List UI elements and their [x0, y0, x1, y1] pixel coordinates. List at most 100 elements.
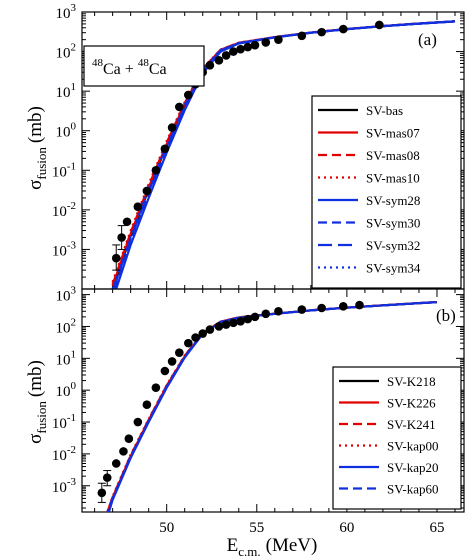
- panel-b-frame: [81, 288, 465, 513]
- y-tick-base: 10: [56, 289, 71, 305]
- y-tick-exponent: 2: [71, 42, 77, 54]
- experiment-point: [205, 325, 215, 334]
- y-tick-exponent: -2: [67, 444, 76, 456]
- panel-b-y-axis-subscript: fusion: [34, 401, 49, 434]
- y-tick-label: 103: [56, 2, 77, 22]
- experiment-point: [250, 312, 260, 322]
- y-tick-exponent: 0: [71, 380, 77, 392]
- y-tick-exponent: -1: [67, 160, 76, 172]
- legend-label-sv-kap00: SV-kap00: [387, 439, 439, 454]
- experiment-point: [243, 314, 253, 324]
- experiment-point: [205, 60, 215, 70]
- x-tick-label: 60: [339, 520, 354, 536]
- legend-label-sv-kap20: SV-kap20: [387, 460, 439, 475]
- x-axis-subscript: c.m.: [238, 544, 260, 559]
- experiment-point: [160, 144, 170, 154]
- y-tick-base: 10: [52, 448, 67, 464]
- x-axis-symbol: E: [227, 535, 239, 556]
- experiment-point: [175, 348, 184, 358]
- reaction-label: 48Ca + 48Ca: [92, 57, 167, 78]
- experiment-point: [261, 309, 271, 319]
- panel-a-y-axis-symbol: σ: [25, 180, 46, 190]
- experiment-point: [151, 165, 161, 175]
- y-tick-base: 10: [52, 243, 67, 259]
- experiment-point: [122, 217, 132, 227]
- legend-label-sv-k241: SV-K241: [387, 417, 436, 432]
- y-tick-base: 10: [56, 384, 71, 400]
- experiment-point: [274, 306, 283, 316]
- experiment-point: [102, 473, 112, 482]
- y-tick-exponent: 1: [71, 348, 77, 360]
- experiment-point: [214, 322, 224, 331]
- experiment-point: [167, 357, 177, 366]
- y-tick-label: 103: [56, 285, 77, 305]
- panel-b-ticks: [82, 289, 464, 512]
- experiment-point: [317, 27, 326, 37]
- experiment-point: [375, 20, 384, 30]
- experiment-point: [317, 303, 326, 313]
- panel-a-label: (a): [418, 30, 437, 49]
- reaction-element-2: Ca: [149, 61, 167, 78]
- reaction-element-1: Ca: [103, 61, 121, 78]
- experiment-point: [111, 459, 121, 468]
- reaction-box: [83, 45, 205, 87]
- y-tick-label: 10-3: [52, 239, 77, 259]
- experiment-point: [160, 366, 170, 376]
- y-tick-exponent: 2: [71, 316, 77, 328]
- y-tick-label: 10-2: [52, 444, 76, 464]
- y-tick-label: 100: [56, 380, 77, 400]
- experiment-point: [221, 51, 231, 60]
- panel-b-y-axis-title: σfusion (mb): [25, 360, 49, 444]
- legend-label-sv-mas10: SV-mas10: [366, 171, 420, 186]
- y-tick-label: 101: [56, 348, 77, 368]
- series-line-sv-sym34: [111, 20, 456, 289]
- y-tick-base: 10: [52, 204, 67, 220]
- panel-a-legend-box: [311, 95, 462, 289]
- panel-a-y-axis-unit: (mb): [25, 106, 46, 143]
- experiment-point: [355, 300, 364, 310]
- y-tick-label: 10-3: [52, 476, 77, 496]
- series-line-sv-kap60: [106, 301, 438, 512]
- experiment-point: [184, 338, 193, 348]
- experiment-point: [167, 123, 177, 132]
- panel-b-experiment-group: [97, 300, 364, 503]
- experiment-point: [221, 320, 231, 329]
- y-tick-base: 10: [56, 85, 71, 101]
- y-tick-base: 10: [52, 164, 67, 180]
- experiment-point: [236, 317, 245, 326]
- legend-label-sv-sym28: SV-sym28: [366, 193, 420, 208]
- panel-b-x-tick-labels: 50 55 60 65: [159, 520, 444, 536]
- experiment-point: [119, 447, 128, 456]
- legend-label-sv-sym32: SV-sym32: [366, 238, 420, 253]
- y-tick-base: 10: [56, 6, 71, 22]
- panel-b-y-axis-unit: (mb): [25, 360, 46, 397]
- y-tick-base: 10: [52, 416, 67, 432]
- experiment-point: [97, 488, 107, 498]
- legend-label-sv-bas: SV-bas: [366, 103, 403, 118]
- legend-label-sv-k226: SV-K226: [387, 396, 436, 411]
- experiment-point: [184, 90, 193, 100]
- y-tick-exponent: -1: [67, 412, 76, 424]
- experiment-point: [142, 186, 152, 196]
- panel-b-legend: SV-K218 SV-K226 SV-K241 SV-kap00 SV-kap20 SV-…: [332, 366, 462, 510]
- y-tick-base: 10: [56, 352, 71, 368]
- legend-label-sv-sym30: SV-sym30: [366, 216, 420, 231]
- y-tick-label: 102: [56, 316, 77, 336]
- experiment-point: [117, 233, 126, 242]
- panel-a-legend: SV-bas SV-mas07 SV-mas08 SV-mas10 SV-sym28 SV…: [311, 95, 462, 289]
- reaction-plus: +: [121, 61, 138, 78]
- panel-a-ticks: [82, 11, 464, 290]
- experiment-point: [229, 318, 238, 328]
- experiment-point: [297, 305, 307, 314]
- y-tick-base: 10: [56, 46, 71, 62]
- y-tick-exponent: -2: [67, 200, 76, 212]
- panel-b-series-group: [106, 301, 438, 512]
- y-tick-exponent: 3: [71, 2, 77, 14]
- y-tick-base: 10: [52, 480, 67, 496]
- y-tick-label: 100: [56, 121, 77, 141]
- experiment-point: [175, 102, 184, 112]
